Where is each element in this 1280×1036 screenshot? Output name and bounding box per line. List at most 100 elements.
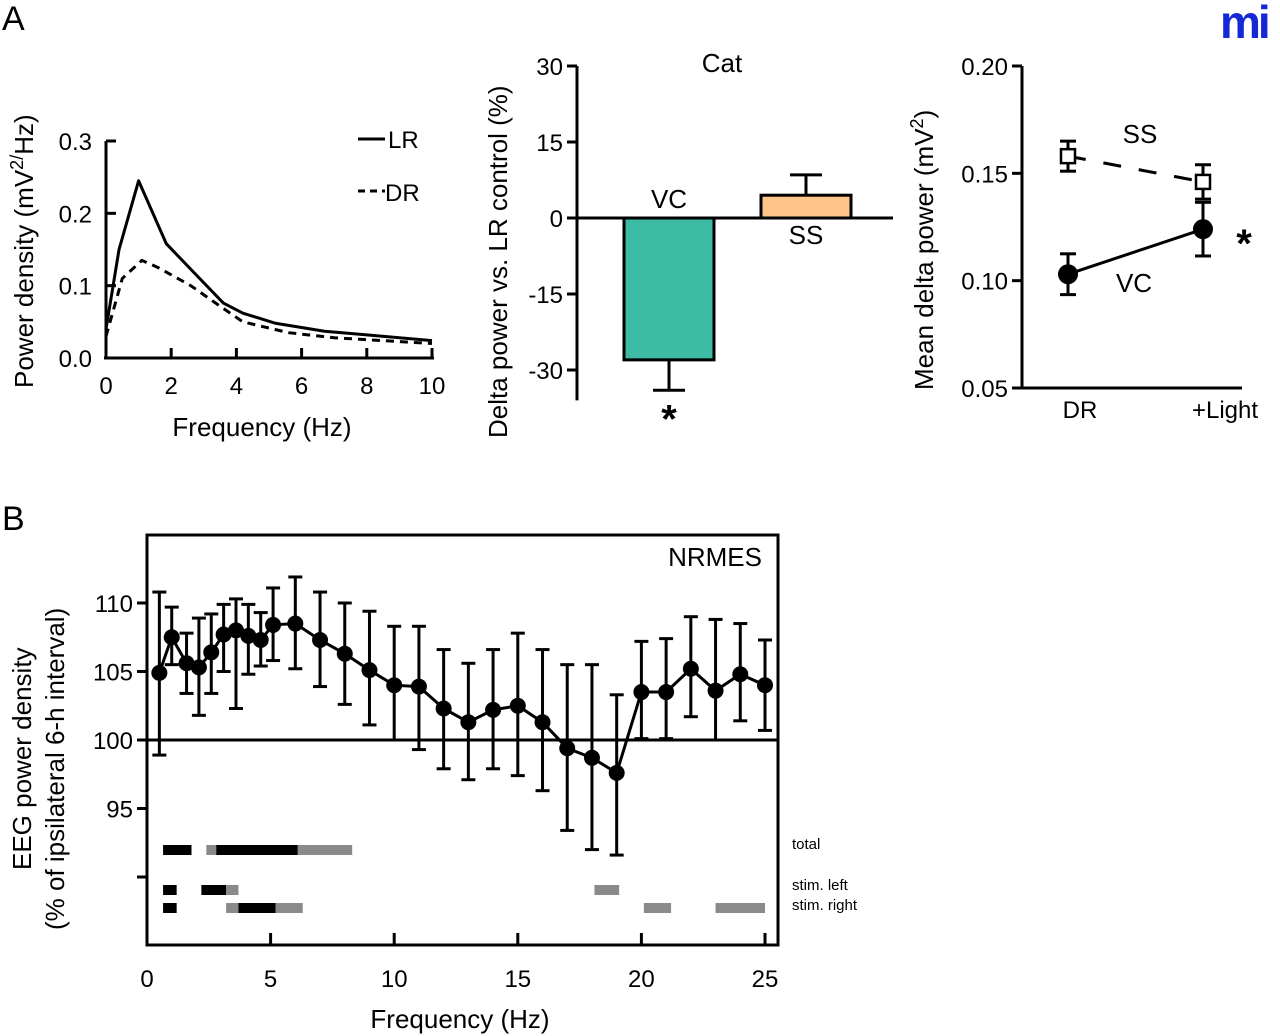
delta-bar-series: VC * SS — [622, 173, 853, 441]
eeg-data-point — [509, 697, 526, 714]
significance-segment-black — [163, 845, 192, 855]
mean-delta-line-vc — [1067, 227, 1204, 276]
significance-row-label: stim. right — [792, 897, 858, 914]
marker-ss — [1059, 147, 1077, 165]
spectrum-x-tick-label: 2 — [165, 373, 178, 400]
eeg-x-tick-label: 5 — [264, 966, 277, 993]
bar-vc — [622, 216, 716, 362]
mean-delta-chart: 0.05 0.10 0.15 0.20 DR +Light SS VC * Mean delt… — [907, 54, 1258, 424]
delta-bar-y-tick-label: 15 — [536, 130, 563, 157]
mean-delta-y-tick-label: 0.15 — [961, 161, 1008, 188]
significance-segment-black — [201, 885, 227, 895]
eeg-data-point — [336, 645, 353, 662]
eeg-data-point — [386, 677, 403, 694]
spectrum-line-lr — [104, 179, 433, 343]
delta-bar-ylabel: Delta power vs. LR control (%) — [483, 85, 513, 438]
legend-lr-label: LR — [388, 127, 419, 154]
eeg-title: NRMES — [668, 542, 762, 572]
eeg-x-tick-label: 15 — [504, 966, 531, 993]
eeg-data-point — [559, 740, 576, 757]
significance-row-label: total — [792, 836, 820, 853]
delta-bar-y-tick-label: -30 — [528, 358, 563, 385]
significance-segment-gray — [206, 845, 217, 855]
eeg-data-point — [410, 678, 427, 695]
spectrum-x-tick-label: 0 — [99, 373, 112, 400]
spectrum-ylabel-main: Power density (mV — [9, 169, 39, 388]
delta-bar-y-tick-label: -15 — [528, 282, 563, 309]
eeg-data-point — [732, 666, 749, 683]
significance-segment-gray — [275, 903, 303, 913]
eeg-data-point — [151, 664, 168, 681]
eeg-data-point — [583, 749, 600, 766]
eeg-ylabel-line2: (% of ipsilateral 6-h interval) — [40, 608, 70, 930]
eeg-x-tick-label: 10 — [381, 966, 408, 993]
spectrum-x-tick-label: 4 — [230, 373, 243, 400]
panel-label-b: B — [2, 500, 25, 538]
delta-bar-chart: -30 -15 0 15 30 VC * SS Cat Delta power vs. LR… — [483, 48, 893, 441]
eeg-data-point — [658, 684, 675, 701]
spectrum-x-tick-label: 8 — [360, 373, 373, 400]
legend-dr-label: DR — [385, 180, 420, 207]
spectrum-chart: 0 2 4 6 8 10 0.0 0.1 0.2 0.3 LR DR Frequency (Hz)… — [7, 114, 445, 442]
marker-ss — [1194, 173, 1212, 191]
logo-icon: mi — [1220, 0, 1271, 48]
eeg-significance-bars: total stim. left stim. right — [163, 836, 858, 914]
eeg-data-point — [227, 622, 244, 639]
eeg-data-point — [435, 700, 452, 717]
eeg-y-tick-label: 95 — [106, 797, 133, 824]
eeg-data-point — [608, 764, 625, 781]
mean-delta-y-tick-label: 0.20 — [961, 54, 1008, 81]
eeg-xlabel: Frequency (Hz) — [370, 1004, 549, 1034]
eeg-data-point — [265, 616, 282, 633]
eeg-y-tick-label: 110 — [95, 591, 133, 618]
significance-segment-gray — [594, 885, 620, 895]
significance-segment-black — [163, 885, 177, 895]
spectrum-xlabel: Frequency (Hz) — [172, 412, 351, 442]
significance-star: * — [661, 397, 677, 441]
significance-segment-gray — [715, 903, 765, 913]
mean-delta-x-tick-label: DR — [1063, 397, 1098, 424]
eeg-axes: 0 5 10 15 20 25 95 100 105 110 — [93, 533, 780, 993]
eeg-y-tick-label: 105 — [93, 660, 133, 687]
eeg-data-point — [190, 659, 207, 676]
significance-star: * — [1236, 222, 1252, 266]
eeg-data-point — [534, 714, 551, 731]
eeg-data-point — [485, 701, 502, 718]
significance-segment-gray — [297, 845, 353, 855]
spectrum-y-tick-label: 0.1 — [59, 274, 92, 301]
eeg-x-tick-label: 0 — [140, 966, 153, 993]
eeg-data-point — [361, 662, 378, 679]
spectrum-y-tick-label: 0.3 — [59, 129, 92, 156]
eeg-data-point — [163, 629, 180, 646]
eeg-data-point — [707, 682, 724, 699]
delta-bar-y-tick-label: 30 — [536, 54, 563, 81]
bar-ss — [759, 193, 853, 220]
significance-row-label: stim. left — [792, 877, 849, 894]
eeg-data-point — [682, 660, 699, 677]
eeg-series — [151, 575, 773, 857]
mean-delta-x-tick-label: +Light — [1192, 397, 1258, 424]
spectrum-x-tick-label: 10 — [419, 373, 446, 400]
eeg-data-point — [757, 677, 773, 694]
bar-label-ss: SS — [789, 220, 824, 250]
eeg-data-point — [633, 684, 650, 701]
spectrum-ylabel: Power density (mV2/Hz) — [7, 114, 39, 388]
spectrum-ylabel-end: Hz) — [9, 114, 39, 154]
spectrum-legend: LR DR — [358, 127, 420, 207]
eeg-chart: 0 5 10 15 20 25 95 100 105 110 total stim. left sti… — [7, 533, 858, 1034]
eeg-y-tick-label: 100 — [93, 728, 133, 755]
logo-text: mi — [1220, 0, 1268, 48]
eeg-data-point — [460, 714, 477, 731]
mean-delta-y-tick-label: 0.05 — [961, 376, 1008, 403]
panel-label-a: A — [2, 0, 25, 38]
mean-delta-y-tick-label: 0.10 — [961, 269, 1008, 296]
eeg-data-point — [215, 626, 232, 643]
bar-label-vc: VC — [651, 184, 687, 214]
mean-delta-ylabel-sup: 2 — [907, 118, 927, 128]
eeg-data-point — [178, 655, 195, 672]
delta-bar-y-tick-label: 0 — [550, 206, 563, 233]
significance-segment-gray — [226, 903, 239, 913]
eeg-data-point — [252, 631, 269, 648]
spectrum-x-tick-label: 6 — [295, 373, 308, 400]
